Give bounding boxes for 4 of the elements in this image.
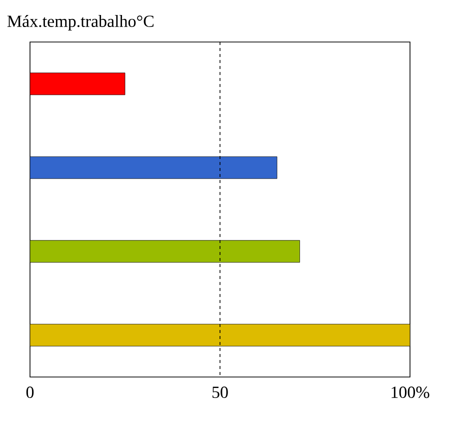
chart-title: Máx.temp.trabalho°C — [7, 15, 154, 30]
x-tick-label: 100% — [392, 386, 430, 398]
x-tick-label: 50 — [212, 386, 228, 398]
x-tick-label: 0 — [26, 386, 34, 398]
